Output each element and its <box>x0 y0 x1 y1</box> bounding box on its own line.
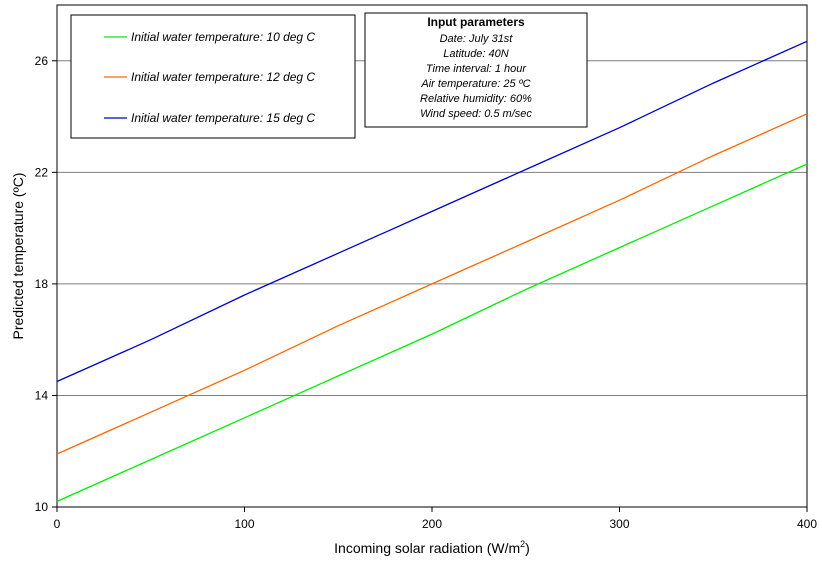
legend-label-12: Initial water temperature: 12 deg C <box>131 70 315 84</box>
legend-label-15: Initial water temperature: 15 deg C <box>131 111 315 125</box>
x-axis-title-end: ) <box>525 540 530 556</box>
x-axis-title-superscript: 2 <box>520 539 525 549</box>
x-tick-label-0: 0 <box>54 517 61 531</box>
y-tick-label-26: 26 <box>35 54 49 68</box>
param-air-temperature: Air temperature: 25 ºC <box>420 78 530 90</box>
x-tick-label-400: 400 <box>797 517 817 531</box>
x-tick-label-200: 200 <box>422 517 442 531</box>
param-date: Date: July 31st <box>440 33 514 45</box>
series-line-10 <box>56 163 808 502</box>
legend: Initial water temperature: 10 deg C Init… <box>70 14 356 139</box>
axis-ticks: 10 14 18 22 26 0 100 200 300 400 <box>35 54 818 531</box>
x-tick-label-300: 300 <box>609 517 629 531</box>
series-group <box>56 40 808 502</box>
y-tick-label-18: 18 <box>35 277 49 291</box>
input-parameters-frame <box>364 12 588 128</box>
x-axis-title-main: Incoming solar radiation (W/m <box>334 540 520 556</box>
input-parameters-title: Input parameters <box>427 15 525 29</box>
param-time-interval: Time interval: 1 hour <box>426 63 528 75</box>
y-tick-label-10: 10 <box>35 500 49 514</box>
series-line-15 <box>56 40 808 383</box>
y-tick-label-22: 22 <box>35 165 49 179</box>
param-wind-speed: Wind speed: 0.5 m/sec <box>420 108 532 120</box>
input-parameters-box: Input parameters Date: July 31st Latitud… <box>364 12 588 128</box>
param-latitude: Latitude: 40N <box>443 48 508 60</box>
y-axis-title: Predicted temperature (ºC) <box>10 173 26 340</box>
legend-label-10: Initial water temperature: 10 deg C <box>131 30 315 44</box>
y-tick-label-14: 14 <box>35 388 49 402</box>
series-line-12 <box>56 113 808 455</box>
x-axis-title: Incoming solar radiation (W/m2) <box>334 539 530 556</box>
param-relative-humidity: Relative humidity: 60% <box>420 93 532 105</box>
x-tick-label-100: 100 <box>234 517 254 531</box>
